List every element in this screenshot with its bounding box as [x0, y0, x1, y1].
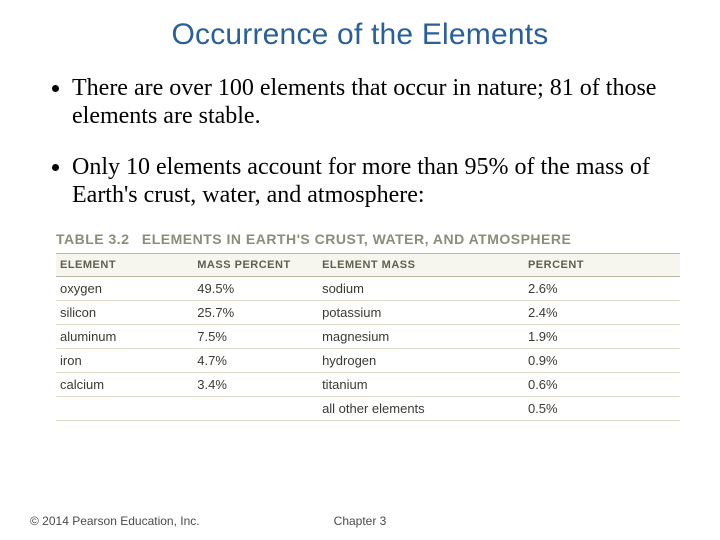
cell: magnesium: [318, 325, 524, 349]
table-row: silicon 25.7% potassium 2.4%: [56, 301, 680, 325]
cell: hydrogen: [318, 349, 524, 373]
cell: 3.4%: [193, 373, 318, 397]
cell: 7.5%: [193, 325, 318, 349]
cell: silicon: [56, 301, 193, 325]
cell: 1.9%: [524, 325, 680, 349]
cell: 4.7%: [193, 349, 318, 373]
table-caption: TABLE 3.2 ELEMENTS IN EARTH'S CRUST, WAT…: [56, 231, 680, 247]
cell: [193, 397, 318, 421]
cell: calcium: [56, 373, 193, 397]
table-row: iron 4.7% hydrogen 0.9%: [56, 349, 680, 373]
cell: oxygen: [56, 277, 193, 301]
table-number: TABLE 3.2: [56, 231, 129, 247]
col-mass-percent: MASS PERCENT: [193, 254, 318, 277]
table-caption-text: ELEMENTS IN EARTH'S CRUST, WATER, AND AT…: [142, 231, 571, 247]
col-element-mass: ELEMENT MASS: [318, 254, 524, 277]
table-3-2: TABLE 3.2 ELEMENTS IN EARTH'S CRUST, WAT…: [56, 231, 680, 421]
cell: 2.6%: [524, 277, 680, 301]
bullet-item: Only 10 elements account for more than 9…: [72, 153, 690, 210]
cell: sodium: [318, 277, 524, 301]
copyright-text: © 2014 Pearson Education, Inc.: [30, 514, 200, 528]
cell: 25.7%: [193, 301, 318, 325]
cell: 0.6%: [524, 373, 680, 397]
table-row: all other elements 0.5%: [56, 397, 680, 421]
slide-title: Occurrence of the Elements: [30, 18, 690, 52]
cell: aluminum: [56, 325, 193, 349]
table-header-row: ELEMENT MASS PERCENT ELEMENT MASS PERCEN…: [56, 254, 680, 277]
cell: iron: [56, 349, 193, 373]
elements-table: ELEMENT MASS PERCENT ELEMENT MASS PERCEN…: [56, 253, 680, 421]
cell: [56, 397, 193, 421]
chapter-label: Chapter 3: [334, 514, 387, 528]
cell: all other elements: [318, 397, 524, 421]
table-row: oxygen 49.5% sodium 2.6%: [56, 277, 680, 301]
cell: 49.5%: [193, 277, 318, 301]
bullet-list: There are over 100 elements that occur i…: [30, 74, 690, 209]
col-percent: PERCENT: [524, 254, 680, 277]
col-element: ELEMENT: [56, 254, 193, 277]
footer: © 2014 Pearson Education, Inc. Chapter 3: [30, 514, 690, 528]
cell: potassium: [318, 301, 524, 325]
cell: 2.4%: [524, 301, 680, 325]
bullet-item: There are over 100 elements that occur i…: [72, 74, 690, 131]
cell: 0.5%: [524, 397, 680, 421]
table-row: calcium 3.4% titanium 0.6%: [56, 373, 680, 397]
cell: titanium: [318, 373, 524, 397]
table-row: aluminum 7.5% magnesium 1.9%: [56, 325, 680, 349]
cell: 0.9%: [524, 349, 680, 373]
